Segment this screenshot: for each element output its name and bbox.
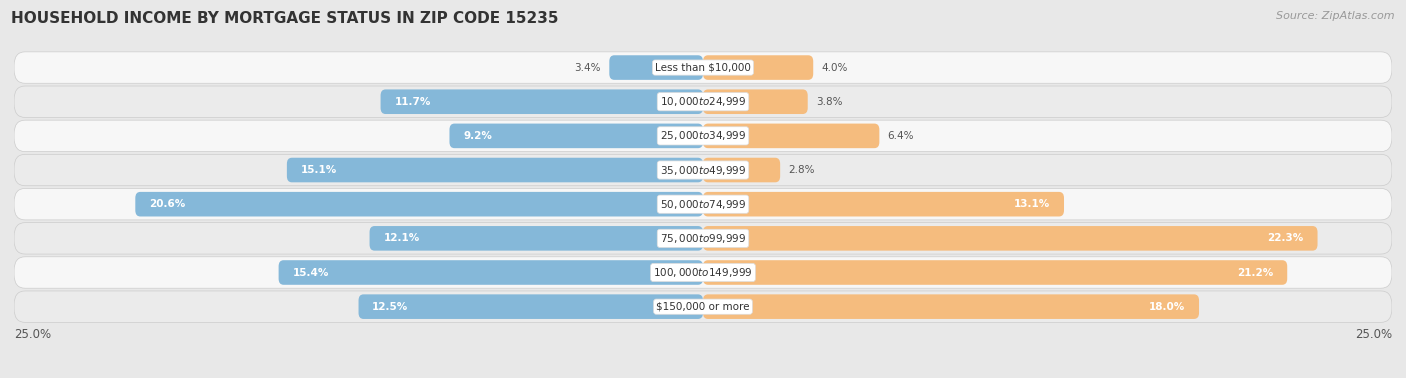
FancyBboxPatch shape xyxy=(450,124,703,148)
FancyBboxPatch shape xyxy=(359,294,703,319)
Text: $100,000 to $149,999: $100,000 to $149,999 xyxy=(654,266,752,279)
Text: 2.8%: 2.8% xyxy=(789,165,815,175)
FancyBboxPatch shape xyxy=(703,90,807,114)
Text: 25.0%: 25.0% xyxy=(14,328,51,341)
FancyBboxPatch shape xyxy=(287,158,703,182)
Text: 18.0%: 18.0% xyxy=(1149,302,1185,311)
FancyBboxPatch shape xyxy=(14,223,1392,254)
Text: 3.8%: 3.8% xyxy=(815,97,842,107)
FancyBboxPatch shape xyxy=(14,120,1392,152)
Text: 11.7%: 11.7% xyxy=(394,97,430,107)
Text: $150,000 or more: $150,000 or more xyxy=(657,302,749,311)
FancyBboxPatch shape xyxy=(609,55,703,80)
Text: 3.4%: 3.4% xyxy=(575,63,600,73)
Text: 4.0%: 4.0% xyxy=(821,63,848,73)
Text: 15.1%: 15.1% xyxy=(301,165,337,175)
Text: 12.1%: 12.1% xyxy=(384,233,419,243)
FancyBboxPatch shape xyxy=(703,226,1317,251)
FancyBboxPatch shape xyxy=(703,260,1288,285)
Text: 22.3%: 22.3% xyxy=(1267,233,1303,243)
Text: $50,000 to $74,999: $50,000 to $74,999 xyxy=(659,198,747,211)
FancyBboxPatch shape xyxy=(14,291,1392,322)
FancyBboxPatch shape xyxy=(381,90,703,114)
Text: $10,000 to $24,999: $10,000 to $24,999 xyxy=(659,95,747,108)
FancyBboxPatch shape xyxy=(14,86,1392,118)
Text: 6.4%: 6.4% xyxy=(887,131,914,141)
Text: $35,000 to $49,999: $35,000 to $49,999 xyxy=(659,164,747,177)
Text: Source: ZipAtlas.com: Source: ZipAtlas.com xyxy=(1277,11,1395,21)
Text: 15.4%: 15.4% xyxy=(292,268,329,277)
FancyBboxPatch shape xyxy=(14,257,1392,288)
FancyBboxPatch shape xyxy=(370,226,703,251)
Text: 12.5%: 12.5% xyxy=(373,302,409,311)
Text: $75,000 to $99,999: $75,000 to $99,999 xyxy=(659,232,747,245)
Text: 25.0%: 25.0% xyxy=(1355,328,1392,341)
FancyBboxPatch shape xyxy=(135,192,703,217)
FancyBboxPatch shape xyxy=(703,294,1199,319)
FancyBboxPatch shape xyxy=(278,260,703,285)
FancyBboxPatch shape xyxy=(703,158,780,182)
Text: 20.6%: 20.6% xyxy=(149,199,186,209)
Text: Less than $10,000: Less than $10,000 xyxy=(655,63,751,73)
Text: 13.1%: 13.1% xyxy=(1014,199,1050,209)
FancyBboxPatch shape xyxy=(14,189,1392,220)
Text: HOUSEHOLD INCOME BY MORTGAGE STATUS IN ZIP CODE 15235: HOUSEHOLD INCOME BY MORTGAGE STATUS IN Z… xyxy=(11,11,558,26)
FancyBboxPatch shape xyxy=(703,55,813,80)
Text: $25,000 to $34,999: $25,000 to $34,999 xyxy=(659,129,747,143)
Text: 9.2%: 9.2% xyxy=(463,131,492,141)
FancyBboxPatch shape xyxy=(14,154,1392,186)
FancyBboxPatch shape xyxy=(703,124,879,148)
Text: 21.2%: 21.2% xyxy=(1237,268,1274,277)
FancyBboxPatch shape xyxy=(703,192,1064,217)
FancyBboxPatch shape xyxy=(14,52,1392,83)
